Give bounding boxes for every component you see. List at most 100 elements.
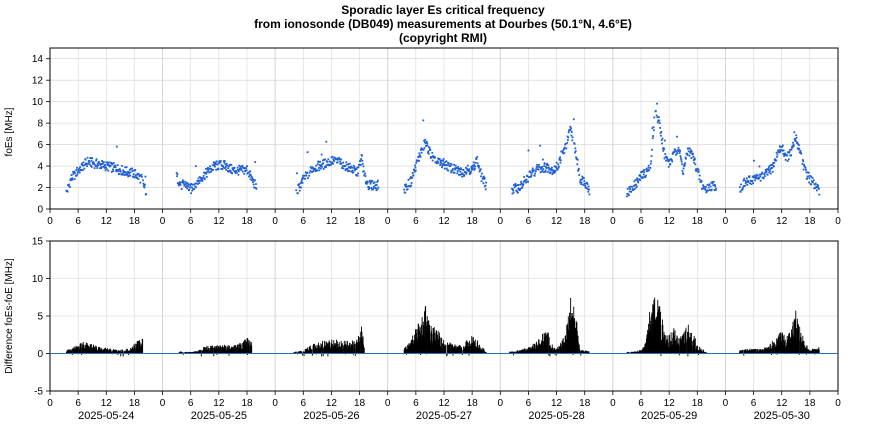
foes-point	[362, 165, 365, 168]
foes-point	[132, 175, 135, 178]
foes-point	[516, 190, 518, 193]
foes-xtick-label: 12	[101, 216, 113, 227]
foes-point	[572, 118, 575, 121]
foes-xtick-label: 12	[664, 216, 676, 227]
foes-xtick-label: 18	[129, 216, 141, 227]
foes-point	[674, 149, 677, 152]
foes-point	[784, 158, 787, 161]
difference-xtick-label: 12	[551, 398, 563, 409]
foes-point	[409, 185, 412, 188]
foes-point	[465, 172, 468, 175]
foes-point	[76, 166, 78, 169]
foes-point	[216, 163, 219, 166]
difference-xtick-label: 6	[301, 398, 307, 409]
date-label: 2025-05-28	[528, 410, 584, 422]
foes-point	[660, 130, 663, 133]
foes-point	[126, 174, 129, 176]
foes-point	[472, 168, 474, 170]
foes-point	[538, 166, 541, 169]
foes-point	[230, 163, 233, 166]
foes-point	[521, 187, 524, 189]
foes-point	[632, 189, 635, 191]
foes-point	[635, 185, 638, 188]
foes-point	[520, 180, 522, 183]
foes-point	[296, 192, 299, 195]
foes-point	[371, 180, 374, 183]
foes-point	[748, 175, 751, 178]
foes-point	[188, 189, 191, 191]
date-label: 2025-05-29	[641, 410, 697, 422]
foes-point	[776, 155, 778, 158]
foes-point	[533, 174, 536, 177]
foes-point	[790, 154, 792, 157]
foes-point	[430, 156, 433, 159]
foes-point	[587, 190, 590, 193]
date-label: 2025-05-27	[416, 410, 472, 422]
foes-point	[658, 122, 661, 125]
foes-point	[100, 166, 103, 169]
foes-point	[546, 170, 549, 173]
foes-point	[127, 171, 130, 173]
foes-point	[784, 152, 787, 155]
foes-point	[772, 162, 775, 165]
foes-point	[86, 165, 89, 168]
foes-point	[664, 153, 667, 155]
difference-xtick-label: 12	[213, 398, 225, 409]
foes-point	[373, 185, 376, 188]
foes-point	[306, 151, 309, 154]
foes-point	[140, 175, 143, 178]
foes-point	[214, 161, 217, 164]
foes-point	[755, 175, 757, 178]
foes-point	[586, 188, 589, 190]
foes-point	[452, 168, 454, 170]
foes-point	[790, 148, 793, 151]
foes-point	[372, 187, 375, 190]
foes-point	[522, 184, 524, 187]
foes-point	[201, 180, 204, 182]
foes-point	[764, 169, 767, 171]
foes-point	[229, 170, 232, 172]
foes-point	[89, 157, 92, 159]
foes-point	[214, 165, 216, 168]
foes-point	[556, 168, 559, 171]
difference-bars	[65, 297, 820, 357]
foes-point	[359, 159, 362, 162]
foes-point	[346, 170, 349, 172]
foes-point	[331, 161, 334, 164]
foes-point	[181, 179, 184, 182]
chart-title: Sporadic layer Es critical frequency	[341, 3, 545, 17]
foes-point	[187, 185, 189, 188]
foes-xtick-label: 0	[610, 216, 616, 227]
foes-point	[419, 155, 422, 158]
difference-xtick-label: 0	[835, 398, 841, 409]
foes-point	[237, 173, 240, 176]
difference-ylabel: Difference foEs-foE [MHz]	[4, 258, 15, 374]
foes-point	[652, 126, 655, 129]
foes-point	[744, 179, 747, 182]
foes-point	[457, 173, 460, 176]
foes-point	[342, 161, 345, 164]
foes-xtick-label: 6	[188, 216, 194, 227]
foes-point	[808, 177, 811, 180]
foes-point	[352, 164, 355, 167]
foes-point	[191, 183, 194, 186]
foes-point	[539, 144, 542, 147]
foes-point	[330, 162, 333, 165]
difference-xtick-label: 18	[129, 398, 141, 409]
foes-point	[114, 166, 117, 169]
foes-point	[203, 171, 205, 174]
foes-point	[801, 159, 804, 161]
foes-point	[104, 166, 107, 169]
foes-point	[660, 139, 663, 141]
foes-point	[689, 150, 692, 153]
foes-point	[584, 184, 587, 187]
foes-point	[742, 185, 745, 187]
foes-point	[541, 169, 544, 172]
foes-point	[92, 161, 95, 164]
foes-point	[439, 159, 442, 162]
foes-point	[309, 170, 312, 172]
foes-point	[631, 185, 633, 188]
foes-point	[212, 169, 214, 171]
foes-point	[655, 114, 658, 117]
foes-point	[224, 167, 227, 170]
